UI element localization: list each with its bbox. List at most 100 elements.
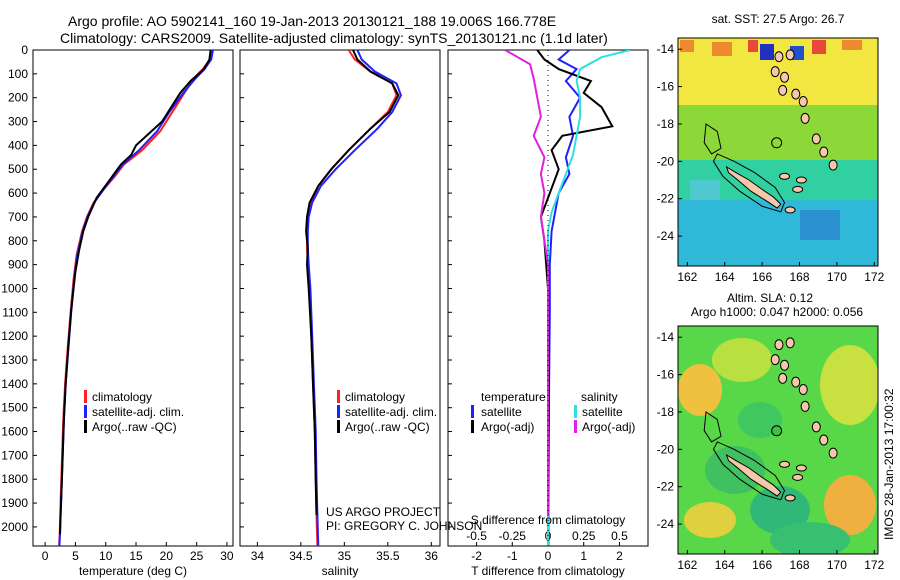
sst-map-frame xyxy=(677,37,879,267)
sst-cool-patch xyxy=(690,180,720,200)
depth-tick-label: 0 xyxy=(21,43,28,57)
imos-timestamp: IMOS 28-Jan-2013 17:00:32 xyxy=(882,388,896,540)
legend-header-temperature: temperature xyxy=(481,390,546,404)
x-tick-label: 35 xyxy=(338,549,352,563)
sla-high-patch xyxy=(824,475,876,535)
salinity-xlabel: salinity xyxy=(322,564,359,578)
vanuatu-island xyxy=(778,372,788,384)
depth-tick-label: 1500 xyxy=(1,401,28,415)
series-line-satellite xyxy=(306,50,402,546)
top-tick-label: 0.5 xyxy=(611,529,628,543)
top-tick-label: 0.25 xyxy=(572,529,596,543)
sla-low-patch xyxy=(770,522,850,554)
loyalty-island xyxy=(784,494,796,502)
sla-low-patch xyxy=(738,402,782,438)
sst-missing-patch xyxy=(760,44,774,60)
x-tick-label: 10 xyxy=(99,549,113,563)
sla-map-coast xyxy=(703,337,838,502)
vanuatu-island xyxy=(798,384,808,396)
depth-tick-label: 600 xyxy=(8,186,28,200)
sla-map-subtitle: Argo h1000: 0.047 h2000: 0.056 xyxy=(691,305,863,319)
depth-tick-label: 1600 xyxy=(1,425,28,439)
depth-tick-label: 1800 xyxy=(1,472,28,486)
x-tick-label: 36 xyxy=(425,549,439,563)
vanuatu-island xyxy=(778,84,788,96)
x-tick-label: 34 xyxy=(251,549,265,563)
legend-label: climatology xyxy=(92,390,152,404)
map-y-tick-label: -16 xyxy=(657,368,675,382)
temperature-x-axis: 0 5 10 15 20 25 30 xyxy=(42,542,234,563)
legend-swatch-temperature-argo xyxy=(471,420,474,433)
figure-subtitle: Climatology: CARS2009. Satellite-adjuste… xyxy=(60,30,608,46)
legend-swatch-satellite xyxy=(84,405,87,418)
x-tick-label: -2 xyxy=(471,549,482,563)
difference-xlabel: T difference from climatology xyxy=(471,564,625,578)
chesterfield-reef xyxy=(703,411,722,443)
vanuatu-island xyxy=(774,339,784,351)
vanuatu-island xyxy=(791,376,801,388)
legend-label: climatology xyxy=(345,390,405,404)
series-line-climatology xyxy=(58,50,213,546)
sla-high-patch xyxy=(820,345,878,425)
loyalty-island xyxy=(779,172,791,180)
difference-top-label: S difference from climatology xyxy=(471,513,626,527)
loyalty-island xyxy=(795,176,807,184)
x-tick-label: 0 xyxy=(42,549,49,563)
vanuatu-island xyxy=(798,96,808,108)
legend-label: satellite xyxy=(481,405,522,419)
map-y-tick-label: -22 xyxy=(657,192,675,206)
x-tick-label: 1 xyxy=(580,549,587,563)
depth-tick-label: 300 xyxy=(8,115,28,129)
vanuatu-island xyxy=(828,447,838,459)
map-x-tick-label: 164 xyxy=(715,558,735,572)
legend-swatch-salinity-argo xyxy=(574,420,577,433)
map-x-tick-label: 168 xyxy=(789,270,809,284)
map-y-tick-label: -22 xyxy=(657,480,675,494)
figure-title: Argo profile: AO 5902141_160 19-Jan-2013… xyxy=(68,13,556,29)
map-x-tick-label: 166 xyxy=(752,558,772,572)
series-line-satellite xyxy=(58,50,214,546)
map-y-tick-label: -14 xyxy=(657,42,675,56)
pi-credit: PI: GREGORY C. JOHNSON xyxy=(326,519,482,533)
legend-swatch-climatology xyxy=(337,390,340,403)
legend-swatch-salinity-satellite xyxy=(574,405,577,418)
salinity-series xyxy=(305,50,402,546)
loyalty-island xyxy=(779,460,791,468)
vanuatu-island xyxy=(770,66,780,78)
temperature-xlabel: temperature (deg C) xyxy=(79,564,187,578)
loyalty-island xyxy=(795,464,807,472)
depth-tick-label: 400 xyxy=(8,138,28,152)
sst-map-coast xyxy=(703,49,838,214)
sla-high-patch xyxy=(712,338,772,382)
series-line-climatology xyxy=(306,50,398,546)
depth-tick-label: 700 xyxy=(8,210,28,224)
series-line-temperature-satellite xyxy=(547,50,582,546)
map-y-tick-label: -24 xyxy=(657,517,675,531)
sst-map-title: sat. SST: 27.5 Argo: 26.7 xyxy=(712,12,845,26)
sst-cool-band xyxy=(678,200,878,266)
sla-map-frame xyxy=(677,325,879,555)
map-x-tick-label: 168 xyxy=(789,558,809,572)
vanuatu-island xyxy=(780,71,790,83)
series-line-argo xyxy=(305,50,400,516)
legend-swatch-satellite xyxy=(337,405,340,418)
legend-swatch-climatology xyxy=(84,390,87,403)
sla-high-patch xyxy=(684,502,736,538)
vanuatu-island xyxy=(811,421,821,433)
x-tick-label: 15 xyxy=(129,549,143,563)
x-tick-label: 2 xyxy=(616,549,623,563)
vanuatu-island xyxy=(811,133,821,145)
vanuatu-island xyxy=(791,88,801,100)
vanuatu-island xyxy=(785,337,795,349)
difference-x-axis: -2 -1 0 1 2 xyxy=(471,542,623,563)
project-credit: US ARGO PROJECT xyxy=(326,505,441,519)
loyalty-island xyxy=(792,473,804,481)
legend-label: Argo(-adj) xyxy=(582,420,635,434)
sst-cool-patch xyxy=(800,210,840,240)
vanuatu-island xyxy=(819,146,829,158)
map-x-tick-label: 166 xyxy=(752,270,772,284)
sla-high-patch xyxy=(678,364,722,416)
depth-tick-label: 1000 xyxy=(1,281,28,295)
salinity-legend: climatology satellite-adj. clim. Argo(..… xyxy=(337,390,437,434)
depth-tick-label: 1400 xyxy=(1,377,28,391)
